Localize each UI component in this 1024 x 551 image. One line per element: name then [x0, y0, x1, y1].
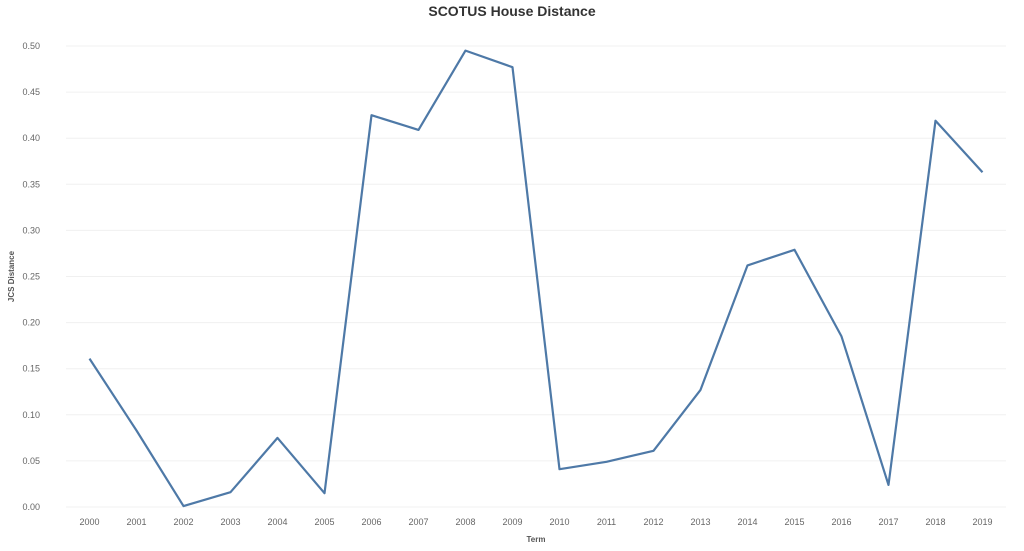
data-point[interactable] — [462, 47, 470, 55]
data-point[interactable] — [603, 458, 611, 466]
x-tick-label: 2004 — [267, 517, 287, 527]
x-tick-label: 2005 — [314, 517, 334, 527]
x-tick-label: 2015 — [784, 517, 804, 527]
data-point[interactable] — [227, 488, 235, 496]
y-tick-label: 0.35 — [22, 179, 40, 189]
x-tick-label: 2017 — [878, 517, 898, 527]
y-tick-label: 0.00 — [22, 502, 40, 512]
x-tick-label: 2006 — [361, 517, 381, 527]
data-point[interactable] — [979, 168, 987, 176]
data-point[interactable] — [274, 434, 282, 442]
x-tick-label: 2000 — [79, 517, 99, 527]
chart-title: SCOTUS House Distance — [428, 3, 596, 19]
data-point[interactable] — [86, 355, 94, 363]
y-tick-label: 0.30 — [22, 225, 40, 235]
data-point[interactable] — [650, 447, 658, 455]
data-point[interactable] — [744, 261, 752, 269]
series-layer — [86, 47, 987, 510]
y-tick-label: 0.40 — [22, 133, 40, 143]
data-point[interactable] — [556, 465, 564, 473]
data-point[interactable] — [180, 502, 188, 510]
data-point[interactable] — [321, 489, 329, 497]
x-tick-label: 2003 — [220, 517, 240, 527]
data-point[interactable] — [415, 126, 423, 134]
x-tick-label: 2007 — [408, 517, 428, 527]
y-axis-title: JCS Distance — [7, 250, 16, 302]
y-tick-label: 0.25 — [22, 272, 40, 282]
data-point[interactable] — [509, 63, 517, 71]
data-point[interactable] — [885, 481, 893, 489]
x-tick-label: 2016 — [831, 517, 851, 527]
data-point[interactable] — [368, 111, 376, 119]
series-line[interactable] — [88, 49, 984, 508]
x-tick-label: 2013 — [690, 517, 710, 527]
data-point[interactable] — [838, 332, 846, 340]
x-tick-label: 2014 — [737, 517, 757, 527]
y-tick-label: 0.15 — [22, 364, 40, 374]
axis-layer: 0.00 0.05 0.10 0.15 0.20 0.25 0.30 0.35 0.40 0.45… — [22, 41, 992, 527]
data-point[interactable] — [133, 426, 141, 434]
y-tick-label: 0.10 — [22, 410, 40, 420]
x-tick-label: 2019 — [972, 517, 992, 527]
data-point[interactable] — [697, 386, 705, 394]
x-tick-label: 2008 — [455, 517, 475, 527]
y-tick-label: 0.50 — [22, 41, 40, 51]
y-tick-label: 0.45 — [22, 87, 40, 97]
x-tick-label: 2001 — [126, 517, 146, 527]
x-tick-label: 2002 — [173, 517, 193, 527]
y-tick-label: 0.05 — [22, 456, 40, 466]
x-tick-label: 2011 — [597, 517, 616, 527]
y-tick-label: 0.20 — [22, 318, 40, 328]
grid-layer — [66, 45, 1006, 508]
data-point[interactable] — [932, 117, 940, 125]
x-tick-label: 2010 — [549, 517, 569, 527]
x-tick-label: 2018 — [925, 517, 945, 527]
x-tick-label: 2009 — [502, 517, 522, 527]
data-point[interactable] — [791, 246, 799, 254]
x-axis-title: Term — [527, 535, 546, 544]
x-tick-label: 2012 — [643, 517, 663, 527]
